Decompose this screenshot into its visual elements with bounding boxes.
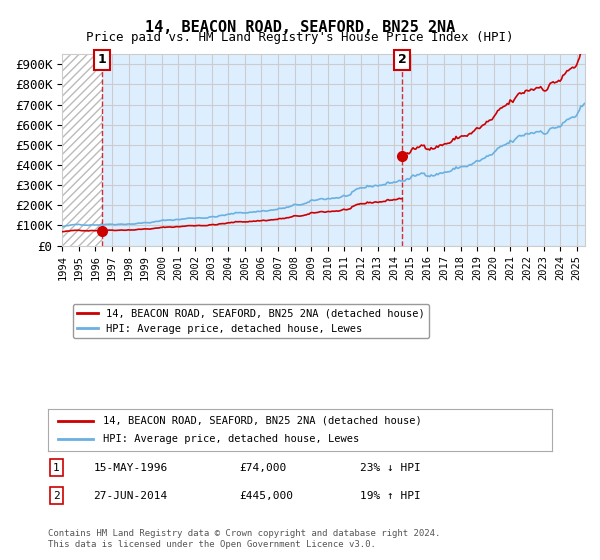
Bar bbox=[62, 54, 102, 245]
Text: 14, BEACON ROAD, SEAFORD, BN25 2NA: 14, BEACON ROAD, SEAFORD, BN25 2NA bbox=[145, 20, 455, 35]
Text: Price paid vs. HM Land Registry's House Price Index (HPI): Price paid vs. HM Land Registry's House … bbox=[86, 31, 514, 44]
Text: 2: 2 bbox=[53, 491, 60, 501]
Text: 1: 1 bbox=[97, 53, 106, 67]
Text: 2: 2 bbox=[398, 53, 407, 67]
Text: 27-JUN-2014: 27-JUN-2014 bbox=[94, 491, 167, 501]
Text: 23% ↓ HPI: 23% ↓ HPI bbox=[361, 463, 421, 473]
Text: 1: 1 bbox=[53, 463, 60, 473]
Legend: 14, BEACON ROAD, SEAFORD, BN25 2NA (detached house), HPI: Average price, detache: 14, BEACON ROAD, SEAFORD, BN25 2NA (deta… bbox=[73, 304, 429, 338]
Text: 19% ↑ HPI: 19% ↑ HPI bbox=[361, 491, 421, 501]
Text: HPI: Average price, detached house, Lewes: HPI: Average price, detached house, Lewe… bbox=[103, 434, 359, 444]
Text: 14, BEACON ROAD, SEAFORD, BN25 2NA (detached house): 14, BEACON ROAD, SEAFORD, BN25 2NA (deta… bbox=[103, 416, 422, 426]
Text: £445,000: £445,000 bbox=[239, 491, 293, 501]
Text: 15-MAY-1996: 15-MAY-1996 bbox=[94, 463, 167, 473]
Text: £74,000: £74,000 bbox=[239, 463, 287, 473]
Text: Contains HM Land Registry data © Crown copyright and database right 2024.
This d: Contains HM Land Registry data © Crown c… bbox=[48, 529, 440, 549]
Bar bbox=[62, 54, 102, 245]
